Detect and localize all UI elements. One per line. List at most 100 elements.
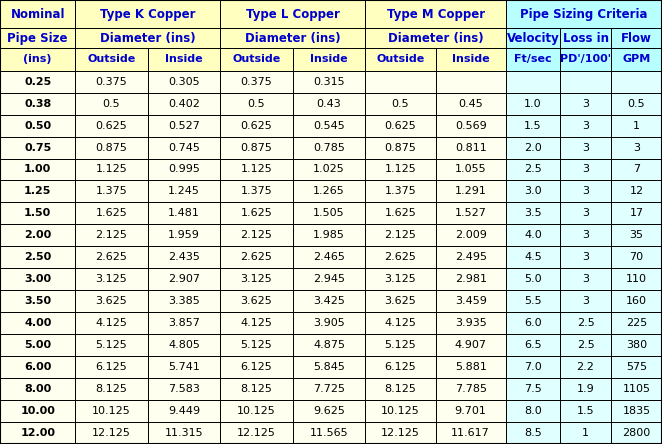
Text: 4.0: 4.0 xyxy=(524,230,542,241)
Text: 8.125: 8.125 xyxy=(385,384,416,394)
Text: 1.125: 1.125 xyxy=(241,164,272,174)
Bar xyxy=(365,137,436,159)
Bar xyxy=(220,378,293,400)
Text: 1.055: 1.055 xyxy=(455,164,487,174)
Text: 10.00: 10.00 xyxy=(21,406,55,416)
Text: 8.00: 8.00 xyxy=(24,384,52,394)
Bar xyxy=(220,290,293,312)
Text: 3.125: 3.125 xyxy=(96,274,127,285)
Text: 4.5: 4.5 xyxy=(524,252,542,262)
Bar xyxy=(436,400,506,422)
Bar xyxy=(365,28,506,48)
Bar xyxy=(220,422,293,444)
Text: 1.9: 1.9 xyxy=(577,384,594,394)
Bar xyxy=(293,378,365,400)
Bar xyxy=(148,115,220,137)
Bar xyxy=(365,422,436,444)
Text: 2.125: 2.125 xyxy=(385,230,416,241)
Bar xyxy=(148,93,220,115)
Bar xyxy=(506,378,560,400)
Text: 4.125: 4.125 xyxy=(385,318,416,329)
Bar xyxy=(220,225,293,246)
Bar xyxy=(148,159,220,180)
Bar xyxy=(293,225,365,246)
Text: 9.625: 9.625 xyxy=(313,406,345,416)
Bar xyxy=(75,268,148,290)
Bar xyxy=(75,334,148,356)
Bar xyxy=(436,334,506,356)
Text: Flow: Flow xyxy=(621,32,652,45)
Text: 2.435: 2.435 xyxy=(168,252,200,262)
Text: 5.125: 5.125 xyxy=(96,340,127,350)
Text: 1.5: 1.5 xyxy=(524,120,542,131)
Bar xyxy=(436,268,506,290)
Bar xyxy=(293,93,365,115)
Text: 5.125: 5.125 xyxy=(385,340,416,350)
Bar xyxy=(75,93,148,115)
Bar xyxy=(148,202,220,225)
Text: Pipe Size: Pipe Size xyxy=(7,32,68,45)
Text: 3.0: 3.0 xyxy=(524,186,542,197)
Bar xyxy=(611,202,662,225)
Text: 2.50: 2.50 xyxy=(24,252,52,262)
Bar xyxy=(436,48,506,71)
Text: 1.985: 1.985 xyxy=(313,230,345,241)
Text: 10.125: 10.125 xyxy=(237,406,276,416)
Bar xyxy=(148,71,220,93)
Text: 3.625: 3.625 xyxy=(96,296,127,306)
Text: 3.425: 3.425 xyxy=(313,296,345,306)
Text: 1.505: 1.505 xyxy=(313,208,345,218)
Bar xyxy=(220,0,365,28)
Bar xyxy=(220,202,293,225)
Text: 2.5: 2.5 xyxy=(577,318,594,329)
Text: 5.00: 5.00 xyxy=(24,340,51,350)
Text: 1.959: 1.959 xyxy=(168,230,200,241)
Bar xyxy=(0,28,75,48)
Text: 4.00: 4.00 xyxy=(24,318,52,329)
Text: 5.125: 5.125 xyxy=(241,340,272,350)
Text: 10.125: 10.125 xyxy=(92,406,131,416)
Bar xyxy=(365,0,506,28)
Text: 0.375: 0.375 xyxy=(96,76,127,87)
Bar xyxy=(506,334,560,356)
Text: 1.125: 1.125 xyxy=(96,164,127,174)
Bar xyxy=(75,137,148,159)
Bar xyxy=(75,312,148,334)
Bar xyxy=(75,225,148,246)
Text: 1.265: 1.265 xyxy=(313,186,345,197)
Text: Loss in: Loss in xyxy=(563,32,608,45)
Text: 3.50: 3.50 xyxy=(24,296,51,306)
Text: 6.125: 6.125 xyxy=(241,362,272,373)
Bar xyxy=(560,159,611,180)
Text: Diameter (ins): Diameter (ins) xyxy=(100,32,196,45)
Text: 5.845: 5.845 xyxy=(313,362,345,373)
Bar xyxy=(365,71,436,93)
Bar xyxy=(506,93,560,115)
Text: 3.125: 3.125 xyxy=(241,274,272,285)
Text: 0.402: 0.402 xyxy=(168,99,200,109)
Text: 0.5: 0.5 xyxy=(103,99,120,109)
Bar xyxy=(365,246,436,268)
Bar xyxy=(148,334,220,356)
Bar xyxy=(0,422,75,444)
Text: 2.625: 2.625 xyxy=(95,252,128,262)
Text: 1.125: 1.125 xyxy=(385,164,416,174)
Text: 12.00: 12.00 xyxy=(21,428,55,438)
Text: 35: 35 xyxy=(630,230,643,241)
Bar xyxy=(506,0,662,28)
Bar xyxy=(506,312,560,334)
Bar xyxy=(506,290,560,312)
Bar xyxy=(220,400,293,422)
Bar xyxy=(611,159,662,180)
Text: 5.0: 5.0 xyxy=(524,274,542,285)
Bar xyxy=(0,290,75,312)
Bar xyxy=(611,246,662,268)
Text: 1.291: 1.291 xyxy=(455,186,487,197)
Bar xyxy=(365,378,436,400)
Bar xyxy=(0,400,75,422)
Text: 160: 160 xyxy=(626,296,647,306)
Text: 3.125: 3.125 xyxy=(385,274,416,285)
Bar xyxy=(148,312,220,334)
Bar xyxy=(0,71,75,93)
Text: 3.385: 3.385 xyxy=(168,296,200,306)
